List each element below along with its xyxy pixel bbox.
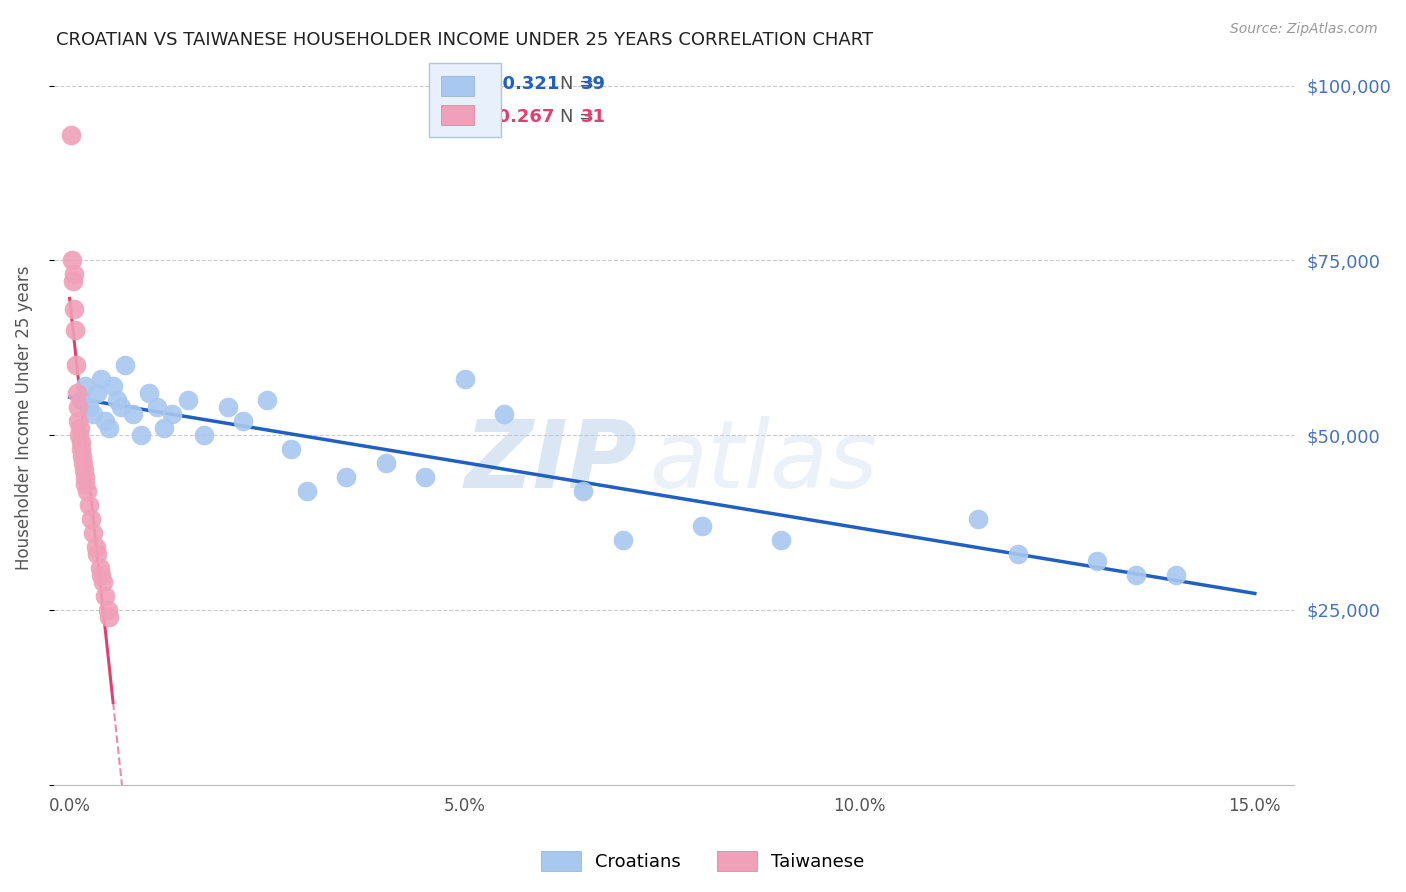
Legend: , : ,	[429, 63, 501, 137]
Text: 0.321: 0.321	[491, 75, 560, 93]
Point	[280, 442, 302, 457]
Text: R =: R =	[470, 75, 503, 93]
Point	[69, 421, 91, 435]
Point	[79, 498, 101, 512]
Point	[63, 302, 86, 317]
Point	[114, 359, 136, 373]
Point	[89, 561, 111, 575]
Point	[967, 512, 990, 526]
Point	[90, 372, 112, 386]
Point	[66, 386, 89, 401]
Point	[86, 386, 108, 401]
Point	[82, 407, 104, 421]
Point	[60, 253, 83, 268]
Point	[91, 574, 114, 589]
Text: atlas: atlas	[650, 417, 877, 508]
Point	[67, 414, 90, 428]
Point	[193, 428, 215, 442]
Point	[1085, 554, 1108, 568]
Point	[75, 379, 97, 393]
Text: R =: R =	[470, 108, 503, 126]
Point	[232, 414, 254, 428]
Point	[97, 603, 120, 617]
Point	[335, 470, 357, 484]
Point	[84, 540, 107, 554]
Point	[110, 401, 132, 415]
Point	[295, 484, 318, 499]
Text: 39: 39	[581, 75, 606, 93]
Point	[70, 442, 93, 457]
Point	[374, 456, 396, 470]
Point	[73, 477, 96, 491]
Point	[69, 435, 91, 450]
Point	[73, 463, 96, 477]
Point	[75, 470, 97, 484]
Point	[162, 407, 184, 421]
Point	[94, 414, 117, 428]
Point	[80, 512, 103, 526]
Point	[98, 610, 121, 624]
Point	[1007, 547, 1029, 561]
Point	[79, 401, 101, 415]
Point	[217, 401, 239, 415]
Point	[70, 393, 93, 408]
Point	[72, 456, 94, 470]
Point	[153, 421, 176, 435]
Text: 31: 31	[581, 108, 606, 126]
Y-axis label: Householder Income Under 25 years: Householder Income Under 25 years	[15, 266, 32, 570]
Point	[572, 484, 595, 499]
Point	[101, 379, 124, 393]
Point	[1164, 568, 1187, 582]
Point	[62, 268, 84, 282]
Point	[63, 323, 86, 337]
Point	[76, 484, 98, 499]
Point	[65, 359, 87, 373]
Point	[769, 533, 792, 547]
Text: N =: N =	[560, 108, 595, 126]
Point	[62, 274, 84, 288]
Point	[612, 533, 634, 547]
Text: N =: N =	[560, 75, 595, 93]
Point	[145, 401, 167, 415]
Point	[90, 568, 112, 582]
Point	[1125, 568, 1147, 582]
Point	[494, 407, 516, 421]
Point	[60, 128, 83, 142]
Legend: Croatians, Taiwanese: Croatians, Taiwanese	[534, 844, 872, 879]
Point	[66, 401, 89, 415]
Point	[454, 372, 477, 386]
Text: CROATIAN VS TAIWANESE HOUSEHOLDER INCOME UNDER 25 YEARS CORRELATION CHART: CROATIAN VS TAIWANESE HOUSEHOLDER INCOME…	[56, 31, 873, 49]
Point	[94, 589, 117, 603]
Text: -0.267: -0.267	[491, 108, 555, 126]
Text: Source: ZipAtlas.com: Source: ZipAtlas.com	[1230, 22, 1378, 37]
Point	[82, 526, 104, 541]
Point	[177, 393, 200, 408]
Point	[121, 407, 143, 421]
Point	[413, 470, 436, 484]
Text: ZIP: ZIP	[464, 416, 637, 508]
Point	[86, 547, 108, 561]
Point	[129, 428, 152, 442]
Point	[690, 519, 713, 533]
Point	[98, 421, 121, 435]
Point	[72, 449, 94, 463]
Point	[67, 428, 90, 442]
Point	[138, 386, 160, 401]
Point	[105, 393, 128, 408]
Point	[256, 393, 278, 408]
